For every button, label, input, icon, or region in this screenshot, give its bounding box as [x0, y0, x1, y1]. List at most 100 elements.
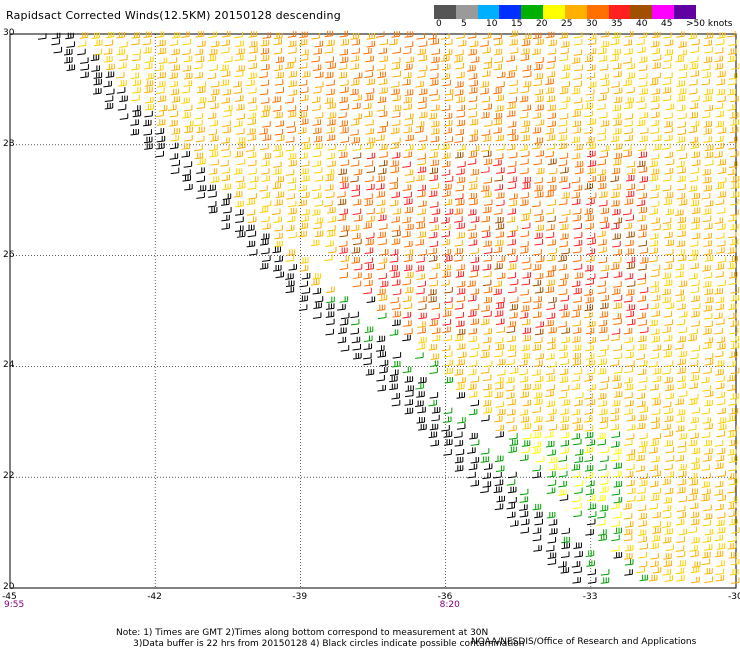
wind-barb: [639, 326, 649, 334]
wind-barb: [262, 153, 272, 160]
wind-barb: [534, 375, 544, 383]
wind-barb: [664, 415, 674, 423]
wind-barb: [703, 232, 712, 240]
wind-barb: [652, 144, 662, 151]
wind-barb: [702, 519, 712, 527]
wind-barb: [364, 326, 374, 334]
wind-barb: [392, 47, 401, 54]
wind-barb: [561, 336, 570, 344]
wind-barb: [558, 288, 568, 296]
wind-barb: [285, 169, 295, 176]
wind-barb: [587, 48, 597, 55]
wind-barb: [638, 264, 647, 271]
wind-barb: [726, 415, 736, 422]
wind-barb: [363, 358, 372, 366]
wind-barb: [143, 63, 153, 70]
wind-barb: [689, 479, 698, 486]
wind-barb: [493, 208, 503, 215]
wind-barb: [482, 374, 492, 382]
wind-barb: [717, 95, 726, 103]
wind-barb: [494, 153, 504, 160]
wind-barb: [325, 311, 335, 318]
lon-label: -39: [292, 592, 308, 602]
wind-barb: [611, 489, 621, 496]
wind-barb: [688, 439, 698, 447]
wind-barb: [587, 143, 596, 150]
wind-barb: [155, 128, 165, 135]
wind-barb: [662, 143, 671, 150]
wind-barb: [638, 414, 647, 422]
wind-barb: [324, 30, 334, 38]
wind-barb: [611, 502, 620, 510]
wind-barb: [639, 176, 648, 183]
wind-barb: [677, 223, 686, 231]
wind-barb: [235, 200, 244, 208]
wind-barb: [689, 175, 699, 183]
wind-barb: [623, 513, 633, 520]
wind-barb: [365, 238, 374, 246]
wind-barb: [481, 231, 491, 239]
wind-barb: [467, 32, 477, 39]
wind-barb: [405, 223, 414, 231]
wind-barb: [340, 39, 349, 46]
wind-barb: [156, 87, 165, 94]
wind-barb: [639, 286, 649, 294]
wind-barb: [468, 360, 478, 367]
wind-barb: [728, 303, 737, 311]
colorbar-label: 5: [461, 19, 467, 29]
wind-barb: [405, 271, 414, 279]
wind-barb: [221, 70, 231, 78]
wind-barb: [234, 70, 244, 78]
wind-barb: [455, 311, 464, 319]
wind-barb: [209, 120, 219, 127]
wind-barb: [665, 471, 674, 478]
wind-barb: [197, 158, 206, 166]
wind-barb: [301, 137, 310, 144]
wind-barb: [506, 358, 515, 366]
wind-barb: [521, 440, 531, 447]
wind-barb: [559, 152, 569, 160]
wind-barb: [521, 257, 531, 264]
wind-barb: [37, 33, 47, 40]
wind-barb: [350, 119, 360, 126]
wind-barb: [521, 279, 531, 286]
wind-barb: [456, 111, 465, 118]
wind-barb: [119, 95, 128, 103]
wind-barb: [442, 152, 451, 160]
wind-barb: [545, 441, 555, 448]
wind-barb: [456, 71, 465, 79]
wind-barb: [506, 479, 516, 486]
wind-barb: [624, 569, 633, 576]
wind-barb: [375, 31, 385, 38]
wind-barb: [429, 167, 439, 175]
wind-barb: [730, 527, 740, 534]
colorbar-swatch: [543, 5, 565, 19]
wind-barb: [571, 383, 581, 391]
wind-barb: [416, 391, 425, 398]
wind-barb: [651, 31, 661, 39]
wind-barb: [730, 287, 740, 294]
wind-barb: [236, 48, 245, 55]
wind-barb: [338, 168, 347, 176]
wind-barb: [691, 537, 700, 544]
wind-barb: [468, 336, 477, 343]
wind-barb: [507, 486, 517, 494]
wind-barb: [560, 47, 569, 55]
wind-barb: [236, 113, 245, 120]
wind-barb: [443, 183, 452, 191]
wind-barb: [119, 41, 128, 48]
wind-barb: [196, 167, 205, 174]
wind-barb: [274, 255, 283, 263]
wind-barb: [338, 151, 348, 159]
wind-barb: [157, 47, 167, 55]
wind-barb: [727, 88, 736, 96]
wind-barb: [402, 72, 412, 79]
wind-barb: [494, 337, 504, 344]
wind-barb: [391, 57, 401, 64]
wind-barb: [274, 199, 283, 206]
wind-barb: [522, 399, 532, 407]
wind-barb: [298, 304, 308, 311]
wind-barb: [612, 104, 621, 112]
wind-barb: [650, 111, 660, 119]
wind-barb: [404, 376, 414, 383]
